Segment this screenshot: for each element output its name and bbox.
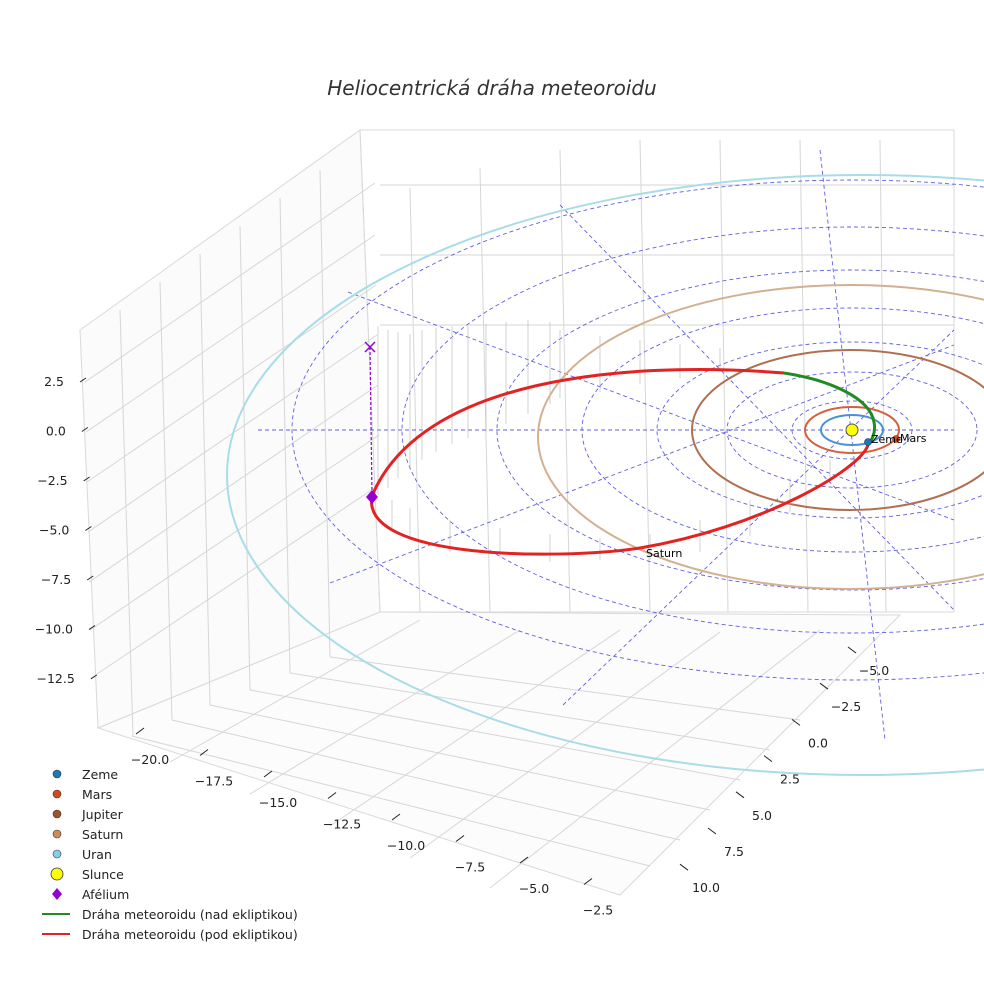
legend-label: Saturn	[82, 827, 123, 842]
y-tick-mark	[763, 755, 773, 762]
x-tick-label: −10.0	[387, 838, 425, 853]
meteoroid-orbit-above	[783, 371, 876, 446]
legend-marker-uran	[52, 849, 62, 859]
x-tick-mark	[327, 792, 337, 799]
orbit-jupiter	[691, 349, 984, 511]
z-tick-label: −5.0	[39, 523, 69, 538]
y-tick-label: 2.5	[780, 772, 800, 787]
x-tick-label: −12.5	[323, 817, 361, 832]
legend-label: Zeme	[82, 767, 118, 782]
y-tick-mark	[735, 791, 745, 799]
y-tick-label: −2.5	[831, 699, 861, 714]
y-tick-label: 5.0	[752, 808, 772, 823]
z-tick-mark	[79, 377, 87, 383]
legend-marker-jupiter	[52, 809, 62, 819]
drop-lines	[377, 320, 831, 562]
legend-label: Jupiter	[81, 807, 124, 822]
x-axis-ticks: −20.0 −17.5 −15.0 −12.5 −10.0 −7.5 −5.0 −2.5	[131, 727, 613, 918]
legend-label: Uran	[82, 847, 112, 862]
legend-label: Dráha meteoroidu (pod ekliptikou)	[82, 927, 298, 942]
x-tick-mark	[263, 770, 273, 778]
x-tick-mark	[391, 813, 401, 821]
orbit-saturn	[537, 284, 984, 590]
y-axis-ticks: −5.0 −2.5 0.0 2.5 5.0 7.5 10.0	[679, 646, 889, 895]
y-tick-mark	[847, 646, 857, 654]
aphelion-projection-marker	[364, 341, 376, 353]
sun-marker	[845, 423, 859, 437]
legend-marker-zeme	[52, 769, 62, 779]
orbit-uran	[226, 174, 984, 776]
y-tick-mark	[791, 719, 801, 726]
pane-gridlines	[84, 139, 954, 889]
planet-zeme-marker	[864, 438, 872, 446]
z-tick-mark	[85, 526, 92, 531]
x-tick-mark	[199, 749, 209, 756]
floor-pane	[96, 611, 902, 896]
x-tick-label: −5.0	[519, 881, 549, 896]
z-tick-mark	[88, 625, 96, 630]
x-tick-label: −20.0	[131, 752, 169, 767]
legend-marker-afelium	[52, 888, 62, 900]
z-tick-label: −2.5	[37, 473, 67, 488]
z-tick-label: −10.0	[35, 622, 73, 637]
z-tick-label: 0.0	[46, 424, 66, 439]
back-pane	[359, 129, 955, 613]
y-tick-label: 7.5	[724, 844, 744, 859]
x-tick-mark	[519, 856, 529, 864]
y-tick-mark	[819, 682, 829, 690]
label-saturn: Saturn	[646, 547, 682, 560]
x-tick-label: −15.0	[259, 795, 297, 810]
y-tick-label: 0.0	[808, 735, 828, 750]
legend-marker-saturn	[52, 829, 62, 839]
orbit-zeme	[820, 414, 884, 446]
orbit-mars	[804, 406, 900, 454]
y-tick-mark	[679, 863, 689, 871]
y-tick-label: 10.0	[692, 880, 720, 895]
planet-mars-marker	[892, 435, 900, 443]
z-tick-mark	[86, 575, 94, 581]
legend-label: Mars	[82, 787, 112, 802]
legend-label: Afélium	[82, 887, 129, 902]
x-tick-label: −2.5	[583, 903, 613, 918]
y-tick-label: −5.0	[859, 663, 889, 678]
legend-label: Dráha meteoroidu (nad ekliptikou)	[82, 907, 298, 922]
legend-marker-slunce	[50, 867, 64, 881]
z-tick-mark	[81, 427, 89, 432]
y-tick-mark	[707, 827, 717, 835]
meteoroid-orbit-below	[370, 368, 870, 556]
aphelion-marker	[366, 490, 378, 504]
z-tick-label: −12.5	[36, 671, 74, 686]
z-axis-ticks: 2.5 0.0 −2.5 −5.0 −7.5 −10.0 −12.5	[35, 374, 98, 686]
label-zeme: Zeme	[871, 433, 903, 446]
x-tick-label: −7.5	[455, 860, 485, 875]
label-mars: Mars	[900, 432, 927, 445]
legend: Zeme Mars Jupiter Saturn Uran Slunce Afélium Dr…	[42, 767, 298, 942]
z-tick-label: 2.5	[44, 374, 64, 389]
z-tick-label: −7.5	[41, 572, 71, 587]
z-tick-mark	[90, 674, 98, 680]
x-tick-label: −17.5	[195, 774, 233, 789]
legend-label: Slunce	[82, 867, 124, 882]
legend-marker-mars	[52, 789, 62, 799]
z-tick-mark	[83, 476, 90, 482]
axis-panes	[79, 129, 955, 896]
x-tick-mark	[135, 727, 145, 735]
ecliptic-grid	[258, 149, 984, 741]
chart-title: Heliocentrická dráha meteoroidu	[327, 76, 657, 100]
x-tick-mark	[583, 878, 593, 885]
x-tick-mark	[455, 835, 465, 842]
planet-orbits	[226, 174, 984, 776]
